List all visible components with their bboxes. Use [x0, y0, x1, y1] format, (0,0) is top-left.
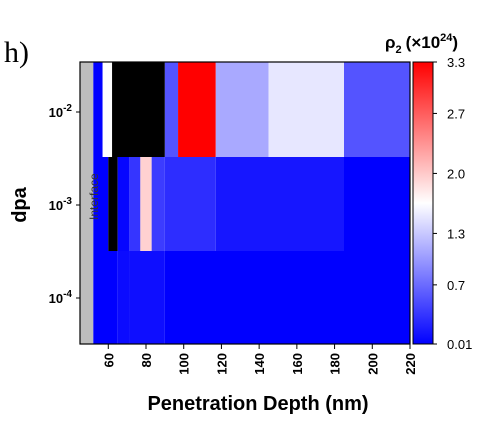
x-tick-label: 180: [328, 353, 343, 375]
heatmap-cell: [117, 251, 130, 344]
heatmap-cell: [164, 157, 216, 251]
x-tick-label: 200: [365, 353, 380, 375]
panel-label: h): [4, 36, 29, 69]
heatmap-cell: [178, 62, 216, 157]
colorbar-gradient: [412, 61, 434, 345]
plot-frame: [79, 61, 411, 345]
colorbar-tick-label: 1.3: [447, 226, 465, 241]
colorbar-title-symbol: ρ: [385, 33, 396, 52]
y-tick-label: 10-3: [49, 196, 73, 213]
x-tick-label: 80: [139, 353, 154, 367]
heatmap-cell: [164, 251, 410, 344]
colorbar-title-close: ): [452, 33, 458, 52]
heatmap-cell: [129, 251, 165, 344]
colorbar-title: ρ2 (×1024): [385, 32, 458, 56]
x-axis-title: Penetration Depth (nm): [147, 393, 368, 415]
x-axis-ticks: 60 80 100 120 140 160 180 200 220: [101, 344, 418, 375]
colorbar-title-exp: 24: [440, 32, 453, 44]
heatmap-cell: [108, 157, 118, 251]
interface-band: Interface: [80, 62, 101, 344]
heatmap-cell: [268, 62, 344, 157]
interface-label: Interface: [87, 173, 101, 220]
x-tick-label: 100: [177, 353, 192, 375]
y-axis-ticks: 10-2 10-3 10-4: [49, 103, 80, 306]
colorbar-tick-label: 2.7: [447, 106, 465, 121]
heatmap-cell: [112, 62, 165, 157]
x-tick-label: 220: [403, 353, 418, 375]
heatmap-cells: [93, 62, 410, 344]
y-axis-title: dpa: [9, 186, 31, 222]
heatmap-cell: [215, 62, 269, 157]
y-tick-label: 10-2: [49, 103, 73, 120]
heatmap-cell: [93, 157, 109, 251]
heatmap-cell: [93, 62, 103, 157]
heatmap-cell: [164, 62, 179, 157]
colorbar-tick-label: 0.7: [447, 278, 465, 293]
heatmap-cell: [344, 157, 410, 251]
colorbar-tick-label: 3.3: [447, 55, 465, 70]
heatmap-cell: [93, 251, 118, 344]
heatmap-cell: [102, 62, 113, 157]
colorbar-title-sub: 2: [396, 44, 402, 56]
heatmap-cell: [151, 157, 165, 251]
heatmap-cell: [215, 157, 344, 251]
x-tick-label: 140: [252, 353, 267, 375]
heatmap-cell: [140, 157, 152, 251]
interface-region: [80, 62, 94, 344]
colorbar-tick-label: 2.0: [447, 166, 465, 181]
y-tick-label: 10-4: [49, 289, 73, 306]
colorbar-title-factor: (×10: [406, 33, 441, 52]
x-tick-label: 120: [214, 353, 229, 375]
heatmap-cell: [117, 157, 130, 251]
colorbar: 3.3 2.7 2.0 1.3 0.7 0.01: [412, 55, 472, 352]
x-tick-label: 60: [101, 353, 116, 367]
heatmap-cell: [344, 62, 410, 157]
x-tick-label: 160: [290, 353, 305, 375]
heatmap-cell: [129, 157, 141, 251]
colorbar-tick-label: 0.01: [447, 337, 472, 352]
